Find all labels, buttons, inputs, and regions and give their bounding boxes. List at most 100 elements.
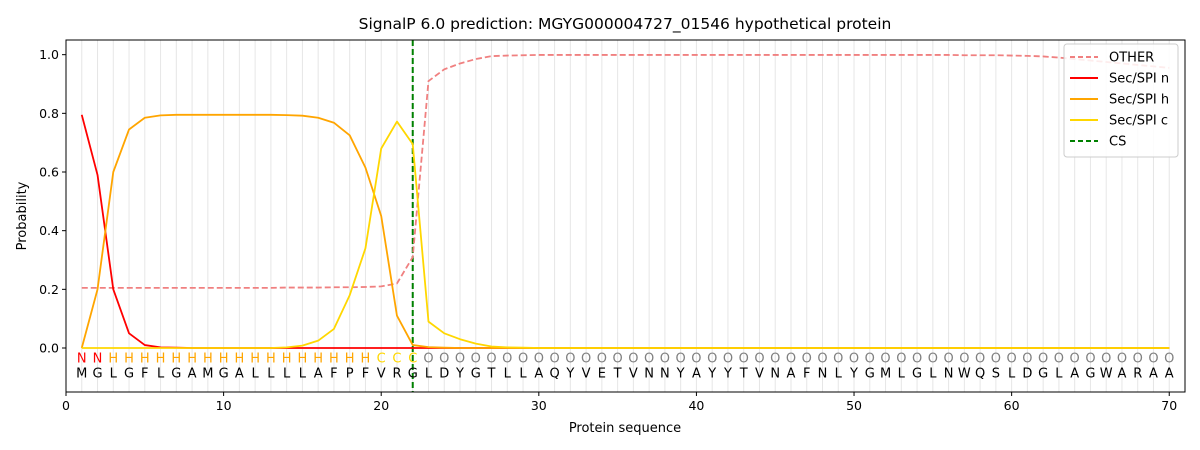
residue-label: L xyxy=(252,366,260,381)
region-label: O xyxy=(1101,352,1111,367)
residue-label: Y xyxy=(455,366,464,381)
residue-label: L xyxy=(425,366,433,381)
region-label: O xyxy=(833,352,843,367)
region-label: O xyxy=(928,352,938,367)
residue-label: V xyxy=(582,366,591,381)
region-label: H xyxy=(140,352,150,367)
grid-lines xyxy=(81,40,1170,392)
residue-label: D xyxy=(1022,366,1032,381)
y-axis-ticks: 0.0 0.2 0.4 0.6 0.8 1.0 xyxy=(39,47,66,356)
residue-label: G xyxy=(124,366,134,381)
region-label: O xyxy=(597,352,607,367)
y-tick-label: 0.0 xyxy=(39,341,59,356)
x-tick-label: 50 xyxy=(846,398,862,413)
residue-label: L xyxy=(110,366,118,381)
residue-label: L xyxy=(504,366,512,381)
legend-entry-label: OTHER xyxy=(1109,51,1154,66)
residue-label: G xyxy=(219,366,229,381)
region-label: H xyxy=(313,352,323,367)
region-label: H xyxy=(345,352,355,367)
residue-label: F xyxy=(141,366,148,381)
residue-label: E xyxy=(598,366,606,381)
residue-label: A xyxy=(787,366,796,381)
residue-label: T xyxy=(739,366,748,381)
residue-label: G xyxy=(1038,366,1048,381)
region-label: H xyxy=(124,352,134,367)
residue-label: A xyxy=(188,366,197,381)
region-label: O xyxy=(1054,352,1064,367)
residue-label: Y xyxy=(565,366,574,381)
region-label: H xyxy=(203,352,213,367)
region-label: H xyxy=(108,352,118,367)
residue-label: Y xyxy=(723,366,732,381)
region-label: O xyxy=(896,352,906,367)
legend-entry-label: CS xyxy=(1109,135,1126,150)
residue-label: N xyxy=(770,366,780,381)
region-label: O xyxy=(865,352,875,367)
region-label: O xyxy=(534,352,544,367)
region-label: O xyxy=(660,352,670,367)
region-label: C xyxy=(392,352,401,367)
residue-label: G xyxy=(171,366,181,381)
region-label: O xyxy=(565,352,575,367)
residue-label: G xyxy=(408,366,418,381)
x-tick-label: 70 xyxy=(1161,398,1177,413)
region-label: O xyxy=(628,352,638,367)
region-label: O xyxy=(1070,352,1080,367)
residue-label: A xyxy=(692,366,701,381)
region-label: H xyxy=(329,352,339,367)
residue-label: A xyxy=(1070,366,1079,381)
residue-label: L xyxy=(283,366,291,381)
region-label: O xyxy=(754,352,764,367)
residue-label: A xyxy=(1149,366,1158,381)
residue-label: L xyxy=(1055,366,1063,381)
residue-label: L xyxy=(267,366,275,381)
residue-label: M xyxy=(76,366,87,381)
y-tick-label: 0.8 xyxy=(39,106,59,121)
region-label: O xyxy=(770,352,780,367)
y-tick-label: 0.4 xyxy=(39,223,59,238)
region-label: H xyxy=(234,352,244,367)
residue-label: W xyxy=(958,366,971,381)
residue-label: N xyxy=(818,366,828,381)
y-tick-label: 1.0 xyxy=(39,47,59,62)
residue-label: N xyxy=(944,366,954,381)
region-label: H xyxy=(156,352,166,367)
y-axis-label: Probability xyxy=(15,181,30,250)
region-label: O xyxy=(1148,352,1158,367)
region-label: O xyxy=(644,352,654,367)
legend-entry-label: Sec/SPI n xyxy=(1109,72,1169,87)
residue-label: L xyxy=(1008,366,1016,381)
residue-label: A xyxy=(314,366,323,381)
region-label: H xyxy=(298,352,308,367)
region-label: O xyxy=(723,352,733,367)
sequence-labels: NMNGHLHGHFHLHGHAHMHGHAHLHLHLHLHAHFHPHFCV… xyxy=(76,352,1174,382)
series-other xyxy=(81,54,1170,289)
region-label: O xyxy=(1133,352,1143,367)
residue-label: F xyxy=(330,366,337,381)
region-label: O xyxy=(423,352,433,367)
region-label: O xyxy=(1007,352,1017,367)
residue-label: F xyxy=(362,366,369,381)
region-label: O xyxy=(880,352,890,367)
residue-label: G xyxy=(912,366,922,381)
region-label: O xyxy=(802,352,812,367)
residue-label: A xyxy=(235,366,244,381)
y-tick-label: 0.6 xyxy=(39,165,59,180)
region-label: O xyxy=(581,352,591,367)
region-label: H xyxy=(171,352,181,367)
region-label: C xyxy=(408,352,417,367)
region-label: O xyxy=(518,352,528,367)
residue-label: Y xyxy=(707,366,716,381)
region-label: O xyxy=(613,352,623,367)
series-lines xyxy=(80,54,1170,349)
x-tick-label: 40 xyxy=(688,398,704,413)
region-label: H xyxy=(187,352,197,367)
residue-label: D xyxy=(439,366,449,381)
region-label: O xyxy=(691,352,701,367)
region-label: O xyxy=(849,352,859,367)
x-tick-label: 20 xyxy=(373,398,389,413)
region-label: O xyxy=(959,352,969,367)
region-label: O xyxy=(1085,352,1095,367)
